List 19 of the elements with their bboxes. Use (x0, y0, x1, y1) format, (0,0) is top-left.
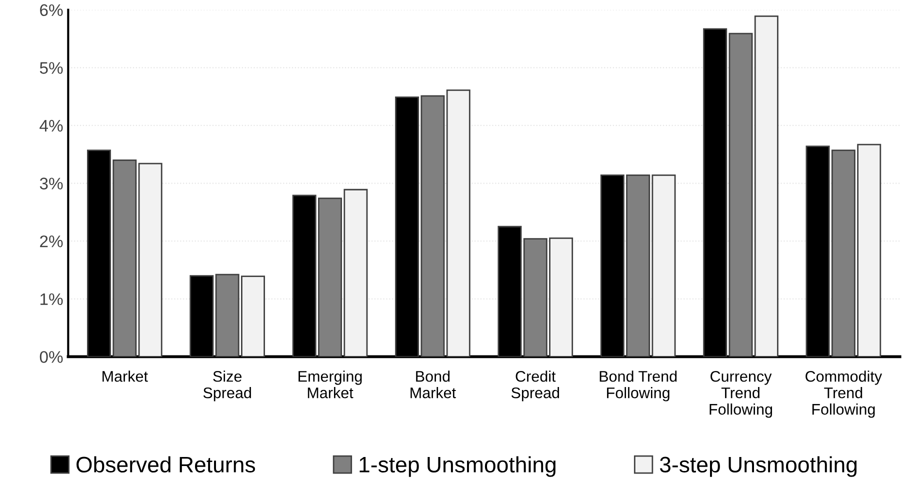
y-tick-label: 4% (40, 120, 63, 132)
x-tick-label: Size Spread (203, 370, 251, 402)
x-tick-label: Bond Trend Following (600, 370, 677, 402)
y-tick-label: 6% (40, 4, 63, 16)
x-tick-label: Currency Trend Following (710, 370, 772, 418)
y-tick-label: 1% (40, 293, 63, 306)
y-tick-label: 2% (40, 235, 63, 248)
x-tick-label: Commodity Trend Following (806, 370, 882, 418)
legend-label: 1-step Unsmoothing (360, 456, 556, 477)
x-tick-label: Bond Market (410, 370, 456, 398)
x-tick-label: Emerging Market (298, 370, 362, 398)
y-tick-label: 5% (40, 62, 63, 74)
legend-label: Observed Returns (76, 456, 256, 473)
legend-label: 3-step Unsmoothing (660, 456, 857, 477)
x-tick-label: Market (102, 370, 148, 382)
bar (728, 32, 753, 357)
y-tick-label: 3% (40, 178, 63, 190)
x-tick-label: Credit Spread (511, 370, 560, 402)
y-tick-label: 0% (40, 351, 63, 363)
